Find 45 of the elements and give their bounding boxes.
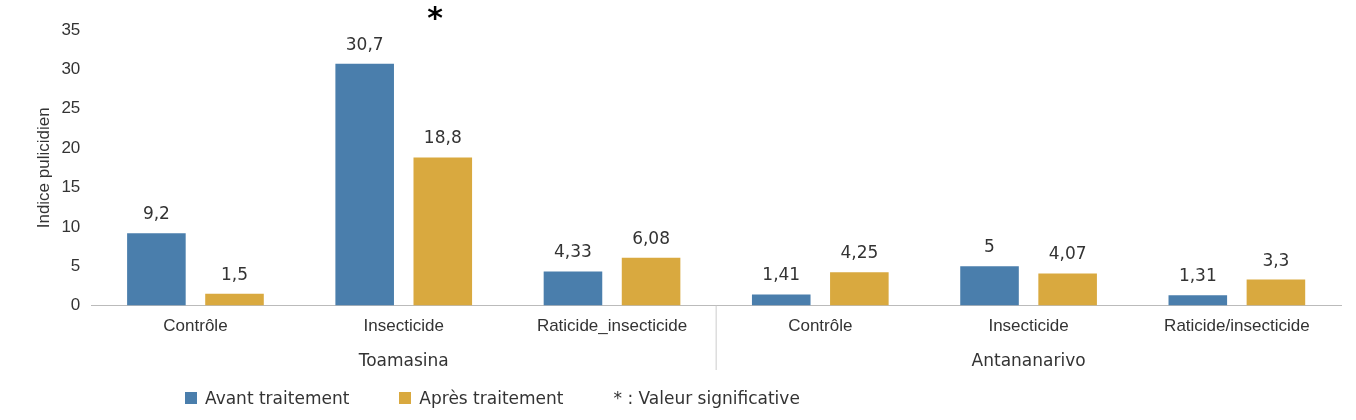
y-tick-label: 10 [61,216,81,236]
data-label: 1,5 [220,263,249,284]
y-tick-label: 5 [70,255,81,275]
text: Antananarivo [971,350,1086,371]
data-label: 9,2 [142,203,170,224]
x-tick-label: Insecticide [363,316,444,336]
bar [413,157,473,306]
text: Toamasina [357,350,449,371]
x-tick-label: Contrôle [163,316,228,336]
legend-label: Après traitement [419,388,564,408]
data-label: 6,08 [632,227,670,248]
legend-label: Avant traitement [205,388,350,408]
bar [1168,295,1228,306]
y-tick-label: 30 [61,59,81,79]
bar [751,294,811,306]
data-label: 4,07 [1048,243,1087,264]
x-tick-label: Raticide/insecticide [1164,316,1310,336]
data-label: 30,7 [345,33,384,54]
data-label: 4,25 [840,242,879,263]
data-label: 5 [984,236,995,257]
bar [543,271,603,306]
y-tick-label: 35 [61,19,81,39]
bar [205,293,264,306]
x-tick-label: Contrôle [788,316,853,336]
bar [1038,273,1097,306]
data-label: 1,31 [1178,265,1217,286]
y-tick-label: 0 [70,295,81,315]
y-tick-label: 15 [61,177,81,197]
text: * : Valeur significative [613,388,800,408]
bar [621,257,681,306]
bar [1246,279,1306,306]
bar [335,63,394,306]
data-label: 18,8 [423,127,462,148]
x-tick-label: Insecticide [988,316,1069,336]
data-label: 3,3 [1262,249,1290,270]
x-tick-label: Raticide_insecticide [536,316,688,336]
annotation: * [427,0,444,35]
bar [960,266,1019,306]
bar [127,233,186,306]
bar [830,272,889,306]
y-tick-label: 25 [61,98,81,118]
data-label: 4,33 [554,241,592,262]
y-axis-title: Indice pulicidien [33,107,53,229]
data-label: 1,41 [762,264,801,285]
y-tick-label: 20 [61,137,81,157]
